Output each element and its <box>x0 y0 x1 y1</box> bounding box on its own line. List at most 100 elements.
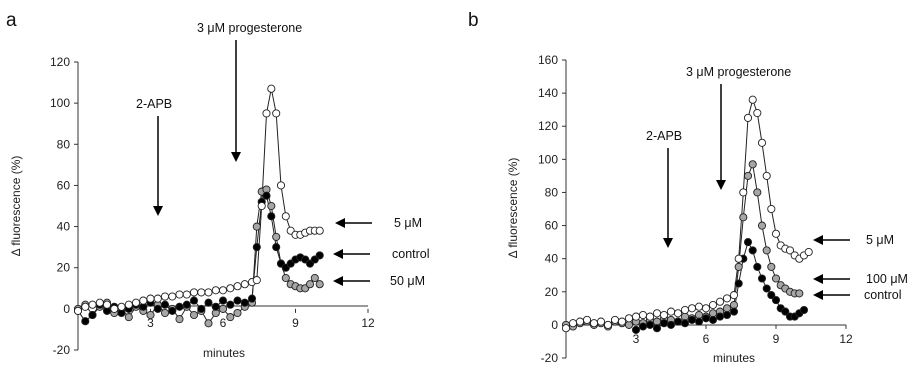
data-point-a-0-26 <box>257 201 266 211</box>
x-tick-label-a-4: 12 <box>361 316 375 330</box>
arrowhead-2apb-a <box>153 206 163 216</box>
data-point-b-1-13 <box>652 317 662 326</box>
data-point-b-1-29 <box>753 188 762 197</box>
data-point-a-1-16 <box>189 296 199 305</box>
y-tick-label-b-1: 0 <box>551 318 558 332</box>
data-point-a-0-18 <box>204 288 213 297</box>
data-point-a-1-17 <box>197 304 206 313</box>
data-point-b-2-25 <box>781 307 790 316</box>
arrowhead-label-5uM-a <box>335 218 345 228</box>
data-point-a-1-21 <box>226 300 235 309</box>
data-point-b-0-6 <box>603 320 613 329</box>
panel-label-a: a <box>6 10 17 31</box>
annotation-2apb-b: 2-APB <box>646 129 682 143</box>
panel-label-b: b <box>468 10 479 31</box>
y-tick-label-a-2: 20 <box>57 261 71 275</box>
data-point-b-2-13 <box>722 310 732 320</box>
data-point-a-2-12 <box>160 308 170 318</box>
data-point-b-0-27 <box>743 113 753 122</box>
arrowhead-progesterone-a <box>231 152 241 162</box>
data-point-a-1-15 <box>182 300 191 309</box>
data-point-b-1-27 <box>743 171 753 180</box>
series-lines-a <box>77 88 321 325</box>
data-point-b-0-29 <box>753 108 762 118</box>
data-point-b-1-21 <box>708 309 718 318</box>
data-point-b-0-33 <box>771 229 781 238</box>
data-point-a-1-29 <box>272 243 281 252</box>
arrowhead-label-control-b <box>813 290 823 300</box>
data-point-b-0-31 <box>762 171 771 180</box>
data-point-b-2-15 <box>734 279 743 288</box>
ticks-b: -20 0 20 40 60 80 100 120 140 160 3 6 9 12 <box>538 53 853 365</box>
y-tick-label-a-5: 80 <box>57 137 71 151</box>
y-tick-label-b-2: 20 <box>545 285 559 299</box>
data-point-b-2-9 <box>694 317 704 326</box>
data-point-b-2-17 <box>743 238 753 247</box>
data-point-a-1-13 <box>168 306 177 315</box>
data-point-a-0-15 <box>182 290 191 299</box>
data-point-b-0-8 <box>617 317 627 326</box>
data-point-a-2-14 <box>175 315 184 324</box>
data-point-b-0-19 <box>694 302 704 311</box>
data-point-a-0-16 <box>189 288 199 297</box>
data-point-b-0-10 <box>631 312 641 321</box>
data-point-a-0-4 <box>102 300 112 309</box>
x-tick-label-b-3: 9 <box>773 332 780 346</box>
data-point-b-2-4 <box>659 319 669 328</box>
data-point-b-0-20 <box>701 304 711 313</box>
data-point-b-0-13 <box>652 309 662 318</box>
data-point-b-1-26 <box>739 213 748 222</box>
data-point-a-0-19 <box>211 286 220 295</box>
data-point-a-1-12 <box>160 300 170 309</box>
data-point-a-2-22 <box>233 308 242 318</box>
data-point-b-0-17 <box>680 305 690 315</box>
data-point-a-0-17 <box>197 288 206 297</box>
data-point-b-1-19 <box>694 310 704 320</box>
data-point-b-1-25 <box>734 262 743 271</box>
data-point-b-2-19 <box>753 262 762 271</box>
x-axis-title-b: minutes <box>713 351 755 365</box>
data-point-b-0-11 <box>638 310 648 320</box>
y-tick-label-b-6: 100 <box>538 152 558 166</box>
y-tick-label-a-6: 100 <box>50 96 70 110</box>
data-point-a-0-3 <box>95 298 104 307</box>
data-point-b-1-28 <box>748 160 757 169</box>
data-point-a-0-2 <box>88 300 97 309</box>
data-point-a-0-8 <box>131 298 141 307</box>
data-point-a-0-9 <box>139 296 148 305</box>
data-point-a-2-36 <box>305 280 315 289</box>
data-point-b-0-28 <box>748 95 757 104</box>
data-point-b-2-29 <box>799 305 809 315</box>
data-point-b-0-24 <box>729 291 739 300</box>
data-point-b-1-38 <box>795 289 804 298</box>
data-point-a-1-38 <box>315 251 324 260</box>
y-tick-label-a-4: 60 <box>57 178 71 192</box>
data-point-b-0-40 <box>804 247 813 257</box>
series-label-50uM-a: 50 μM <box>390 274 425 288</box>
data-point-b-2-10 <box>701 314 711 323</box>
series-points-a <box>73 84 324 328</box>
data-point-b-0-18 <box>687 304 697 313</box>
data-point-b-2-3 <box>652 324 662 333</box>
data-point-a-2-25 <box>252 222 261 231</box>
annotation-2apb-a: 2-APB <box>136 97 172 111</box>
data-point-a-0-25 <box>252 276 261 285</box>
data-point-a-2-38 <box>315 280 324 289</box>
data-point-b-0-23 <box>722 294 732 303</box>
data-point-b-2-0 <box>631 325 641 334</box>
data-point-a-2-18 <box>204 319 213 328</box>
data-point-b-0-21 <box>708 300 718 310</box>
data-point-a-2-28 <box>267 201 276 211</box>
data-point-b-1-23 <box>722 304 732 313</box>
data-point-a-0-30 <box>276 181 286 190</box>
y-tick-label-b-0: -20 <box>541 351 559 365</box>
y-tick-label-a-0: -20 <box>53 343 71 357</box>
data-point-a-0-23 <box>240 280 249 289</box>
panel-a: a -20 0 20 40 60 80 100 120 3 6 9 12 Δ fluorescence… <box>6 10 430 360</box>
y-tick-label-b-8: 140 <box>538 86 558 100</box>
y-tick-label-b-7: 120 <box>538 119 558 133</box>
series-label-5uM-b: 5 μM <box>866 233 894 247</box>
x-tick-label-a-2: 6 <box>220 316 227 330</box>
data-point-a-0-20 <box>218 286 228 295</box>
